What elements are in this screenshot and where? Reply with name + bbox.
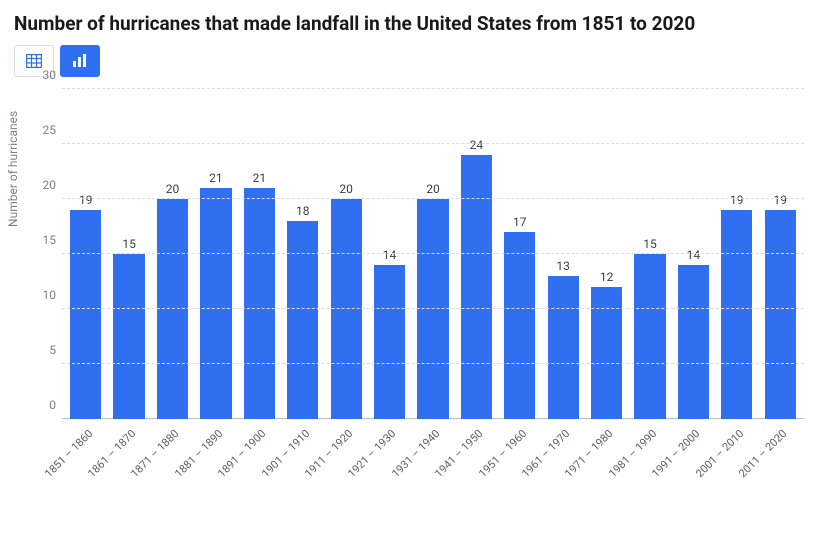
bar-value-label: 15 bbox=[122, 237, 136, 251]
bar[interactable] bbox=[157, 199, 188, 419]
bar-slot: 14 bbox=[368, 89, 411, 419]
y-tick-label: 20 bbox=[43, 178, 63, 192]
bar-value-label: 12 bbox=[600, 270, 614, 284]
bar-slot: 21 bbox=[194, 89, 237, 419]
bar-slot: 17 bbox=[498, 89, 541, 419]
bar-value-label: 20 bbox=[339, 182, 353, 196]
bar[interactable] bbox=[287, 221, 318, 419]
bar-slot: 20 bbox=[324, 89, 367, 419]
bar-value-label: 19 bbox=[79, 193, 93, 207]
gridline bbox=[62, 143, 804, 144]
gridline bbox=[62, 88, 804, 89]
bar[interactable] bbox=[765, 210, 796, 419]
bar-slot: 14 bbox=[672, 89, 715, 419]
bar-value-label: 15 bbox=[643, 237, 657, 251]
bar[interactable] bbox=[200, 188, 231, 419]
bar-slot: 19 bbox=[64, 89, 107, 419]
y-tick-label: 30 bbox=[43, 68, 63, 82]
bar-slot: 13 bbox=[541, 89, 584, 419]
y-tick-label: 0 bbox=[49, 398, 62, 412]
gridline bbox=[62, 253, 804, 254]
bar[interactable] bbox=[113, 254, 144, 419]
y-axis-label: Number of hurricanes bbox=[6, 111, 20, 227]
chart-view-button[interactable] bbox=[60, 45, 100, 77]
y-tick-label: 15 bbox=[43, 233, 63, 247]
y-tick-label: 5 bbox=[49, 343, 62, 357]
bar-slot: 19 bbox=[715, 89, 758, 419]
bar[interactable] bbox=[548, 276, 579, 419]
hurricane-bar-chart: Number of hurricanes 1915202121182014202… bbox=[12, 83, 812, 523]
y-tick-label: 10 bbox=[43, 288, 63, 302]
gridline bbox=[62, 198, 804, 199]
bar-slot: 15 bbox=[107, 89, 150, 419]
bar[interactable] bbox=[461, 155, 492, 419]
bar-value-label: 18 bbox=[296, 204, 310, 218]
bar-value-label: 19 bbox=[773, 193, 787, 207]
bar-value-label: 20 bbox=[426, 182, 440, 196]
bar-value-label: 24 bbox=[470, 138, 484, 152]
bar-slot: 19 bbox=[759, 89, 802, 419]
bar-value-label: 19 bbox=[730, 193, 744, 207]
y-tick-label: 25 bbox=[43, 123, 63, 137]
bar[interactable] bbox=[634, 254, 665, 419]
bar[interactable] bbox=[331, 199, 362, 419]
bar[interactable] bbox=[721, 210, 752, 419]
bar[interactable] bbox=[374, 265, 405, 419]
view-toggle bbox=[14, 45, 815, 77]
table-icon bbox=[26, 54, 42, 68]
bar[interactable] bbox=[417, 199, 448, 419]
bar-value-label: 21 bbox=[209, 171, 223, 185]
bar-chart-icon bbox=[72, 54, 88, 68]
bar-slot: 18 bbox=[281, 89, 324, 419]
bar-slot: 24 bbox=[455, 89, 498, 419]
page-title: Number of hurricanes that made landfall … bbox=[14, 12, 815, 35]
bar[interactable] bbox=[591, 287, 622, 419]
gridline bbox=[62, 363, 804, 364]
bar[interactable] bbox=[244, 188, 275, 419]
bar-value-label: 14 bbox=[383, 248, 397, 262]
bar[interactable] bbox=[678, 265, 709, 419]
bar[interactable] bbox=[70, 210, 101, 419]
bar-value-label: 20 bbox=[166, 182, 180, 196]
bar-slot: 20 bbox=[411, 89, 454, 419]
bar-slot: 15 bbox=[628, 89, 671, 419]
bar[interactable] bbox=[504, 232, 535, 419]
bar-slot: 21 bbox=[238, 89, 281, 419]
bar-value-label: 21 bbox=[253, 171, 267, 185]
bar-value-label: 14 bbox=[687, 248, 701, 262]
bar-value-label: 13 bbox=[556, 259, 570, 273]
bar-slot: 20 bbox=[151, 89, 194, 419]
x-tick-slot: 2011 – 2020 bbox=[759, 421, 802, 521]
gridline bbox=[62, 308, 804, 309]
bar-value-label: 17 bbox=[513, 215, 527, 229]
bar-slot: 12 bbox=[585, 89, 628, 419]
